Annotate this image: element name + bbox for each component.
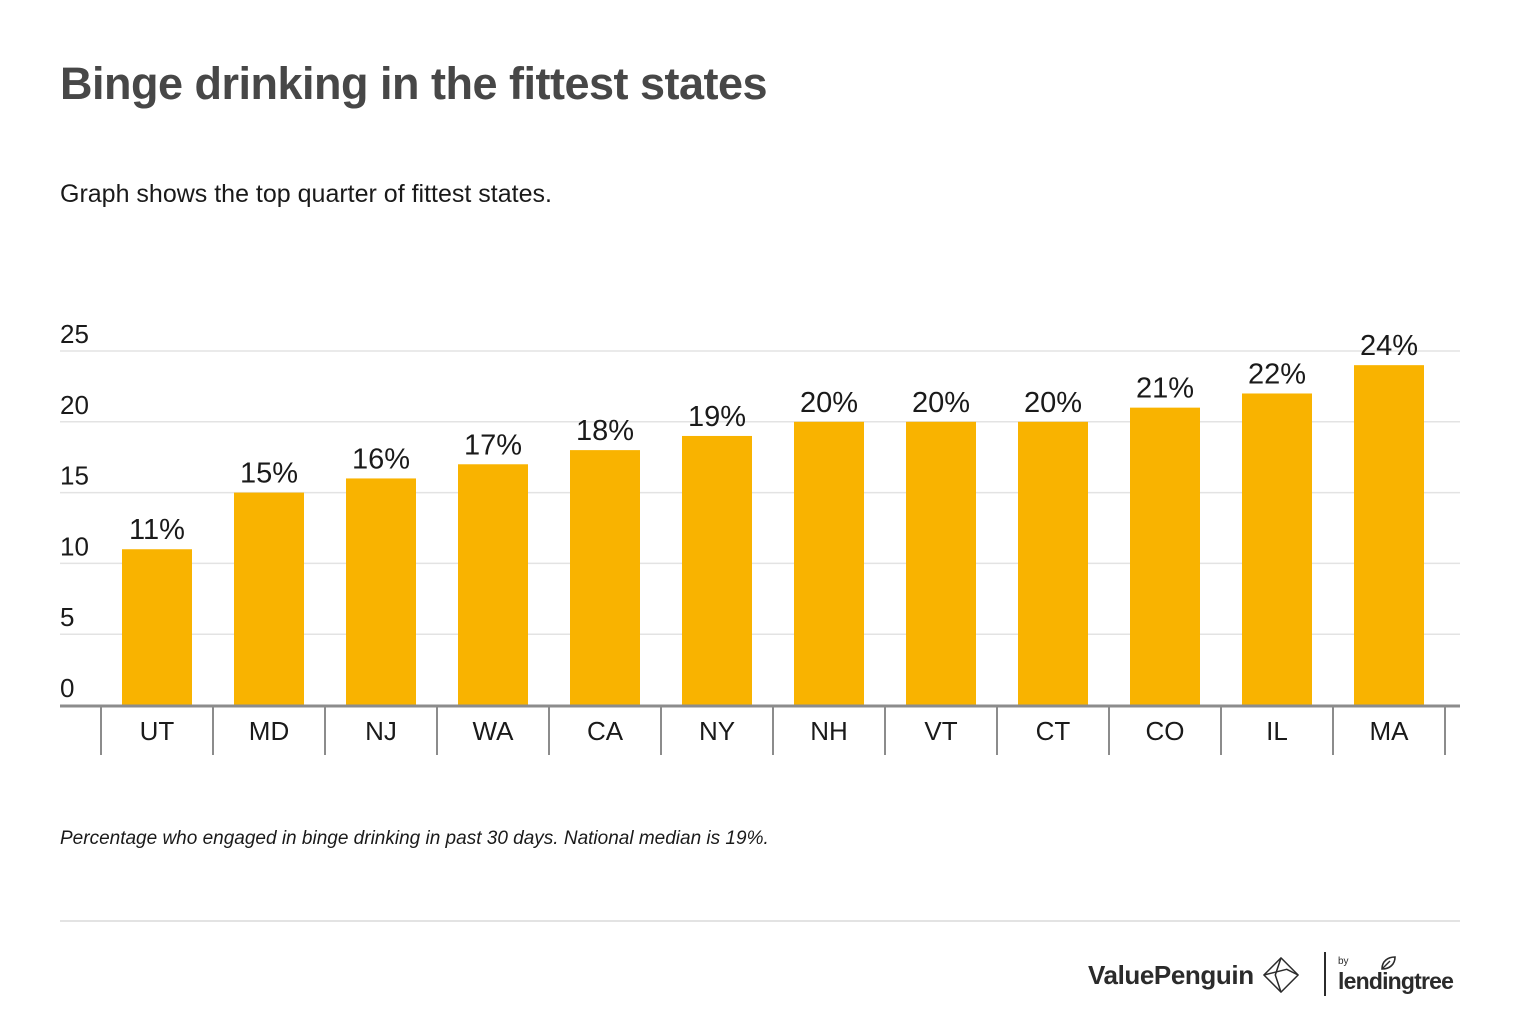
- bar-value-label: 20%: [912, 387, 970, 419]
- bar-value-label: 17%: [464, 429, 522, 461]
- bar-value-label: 18%: [576, 415, 634, 447]
- chart-footnote: Percentage who engaged in binge drinking…: [60, 828, 769, 849]
- bar-value-label: 22%: [1248, 358, 1306, 390]
- y-tick-label: 15: [60, 461, 89, 491]
- y-axis-ticks: 0 5 10 15 20 25: [60, 319, 89, 703]
- bar-nh: [794, 421, 864, 705]
- bar-value-label: 20%: [800, 387, 858, 419]
- chart-title: Binge drinking in the fittest states: [60, 58, 768, 109]
- lendingtree-text: lendingtree: [1338, 968, 1454, 994]
- y-tick-label: 5: [60, 602, 74, 632]
- chart-subtitle: Graph shows the top quarter of fittest s…: [60, 180, 552, 208]
- footer-divider: [60, 920, 1460, 922]
- bar-ma: [1354, 365, 1424, 705]
- x-tick-label: WA: [473, 716, 515, 746]
- bar-value-label: 20%: [1024, 387, 1082, 419]
- y-tick-label: 0: [60, 673, 74, 703]
- lendingtree-wordmark: lendingtree: [1338, 956, 1454, 994]
- bar-ct: [1018, 421, 1088, 705]
- x-tick-label: NJ: [365, 716, 397, 746]
- y-tick-label: 25: [60, 319, 89, 349]
- bar-value-label: 19%: [688, 401, 746, 433]
- x-tick-label: CA: [587, 716, 624, 746]
- y-tick-label: 20: [60, 390, 89, 420]
- valuepenguin-brand: ValuePenguin: [1088, 950, 1300, 1000]
- bar-il: [1242, 393, 1312, 705]
- lendingtree-brand: by lendingtree: [1338, 950, 1454, 1000]
- lendingtree-leaf-icon: [1381, 956, 1396, 970]
- x-tick-label: CO: [1146, 716, 1185, 746]
- bar-value-label: 15%: [240, 458, 298, 490]
- x-tick-label: MD: [249, 716, 289, 746]
- bar-ut: [122, 549, 192, 705]
- bars: [122, 365, 1424, 705]
- bar-ny: [682, 435, 752, 705]
- bar-value-label: 24%: [1360, 330, 1418, 362]
- bar-nj: [346, 478, 416, 705]
- x-tick-label: VT: [924, 716, 957, 746]
- x-tick-label: NY: [699, 716, 735, 746]
- x-tick-label: UT: [140, 716, 175, 746]
- bar-co: [1130, 407, 1200, 705]
- x-axis-ticks: UT MD NJ WA CA NY NH VT CT CO IL MA: [100, 707, 1446, 755]
- x-tick-label: IL: [1266, 716, 1288, 746]
- bar-vt: [906, 421, 976, 705]
- bar-chart: 0 5 10 15 20 25 11% 15% 16% 17% 18% 19% 20% 20% 20% 21…: [60, 319, 1460, 755]
- bar-value-label: 16%: [352, 443, 410, 475]
- bar-value-label: 11%: [129, 514, 185, 546]
- valuepenguin-wordmark: ValuePenguin: [1088, 959, 1254, 990]
- bar-wa: [458, 464, 528, 705]
- bar-ca: [570, 450, 640, 705]
- x-tick-label: NH: [810, 716, 848, 746]
- bar-value-label: 21%: [1136, 373, 1194, 405]
- bar-md: [234, 492, 304, 705]
- bar-value-labels: 11% 15% 16% 17% 18% 19% 20% 20% 20% 21% 22% 24%: [129, 330, 1418, 546]
- y-tick-label: 10: [60, 531, 89, 561]
- valuepenguin-logo-icon: [1262, 957, 1299, 993]
- x-tick-label: CT: [1036, 716, 1071, 746]
- lendingtree-by-text: by: [1338, 956, 1349, 967]
- x-tick-label: MA: [1370, 716, 1410, 746]
- brand-separator: [1324, 952, 1326, 996]
